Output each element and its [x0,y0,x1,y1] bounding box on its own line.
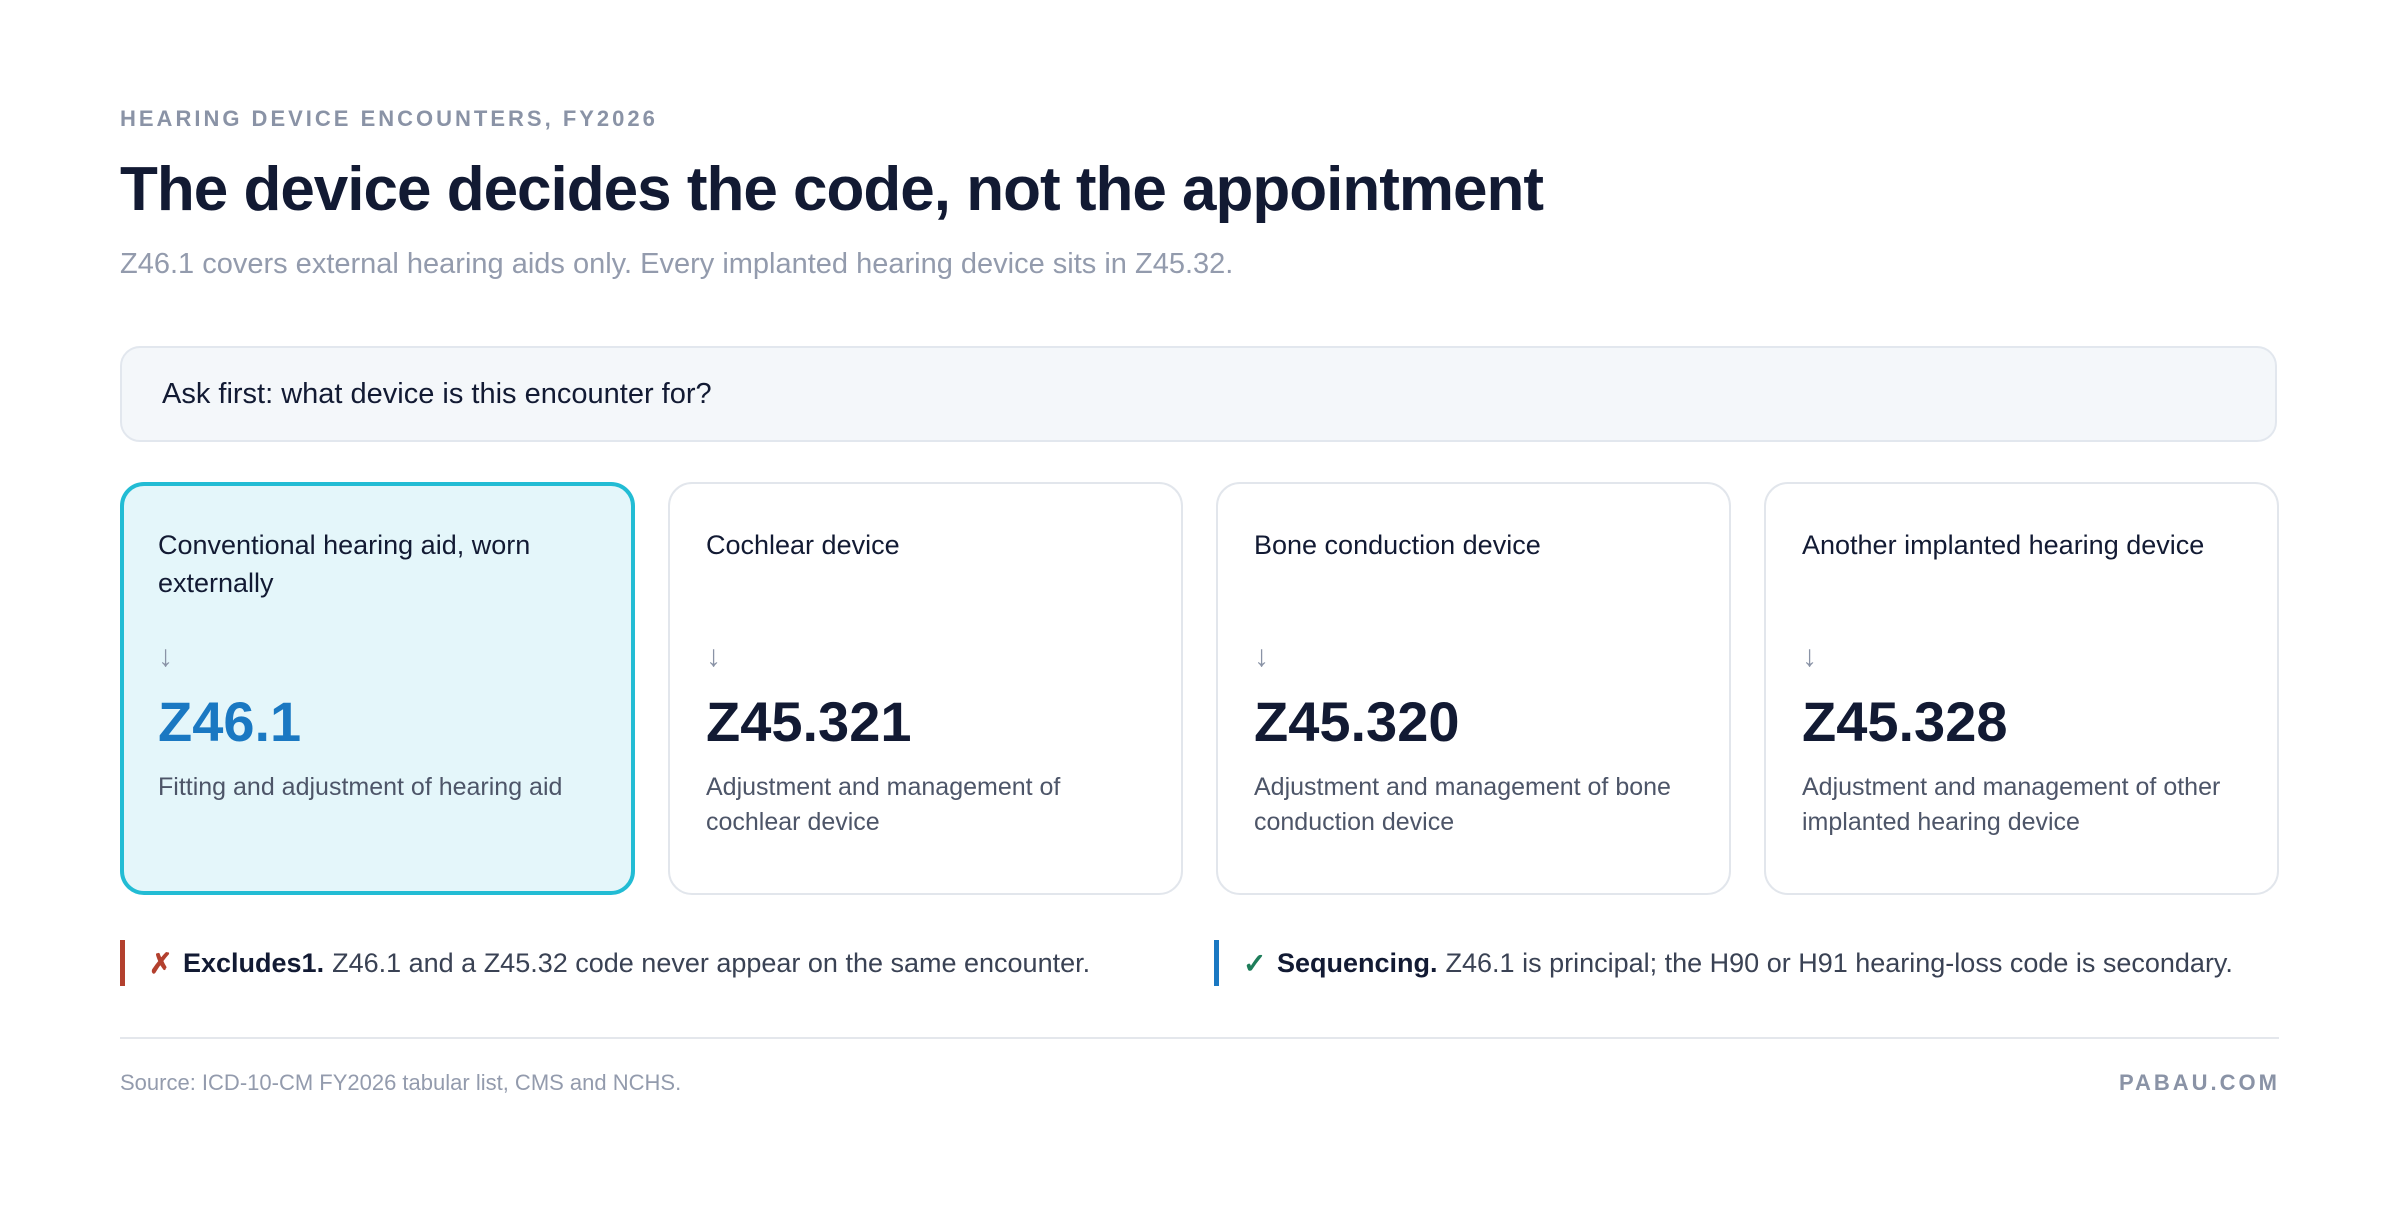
cross-icon: ✗ [149,947,173,979]
card-code: Z45.320 [1254,690,1460,753]
question-box: Ask first: what device is this encounter… [120,346,2277,442]
card-description: Adjustment and management of other impla… [1802,773,2221,836]
code-card: Conventional hearing aid, worn externall… [120,482,635,895]
card-description: Adjustment and management of cochlear de… [706,773,1061,836]
card-label: Another implanted hearing device [1802,530,2205,560]
code-card: Cochlear device ↓ Z45.321 Adjustment and ma… [668,482,1183,895]
question: Ask first: what device is this encounter… [162,377,712,410]
brand: PABAU.COM [2118,1070,2280,1095]
card-label: Cochlear device [706,530,900,560]
eyebrow: HEARING DEVICE ENCOUNTERS, FY2026 [120,106,658,131]
card-label: Conventional hearing aid, worn externall… [158,530,531,598]
card-description: Adjustment and management of bone conduc… [1254,773,1671,836]
note-text: Z46.1 and a Z45.32 code never appear on … [332,947,1091,978]
note: ✗ Excludes1. Z46.1 and a Z45.32 code nev… [120,940,1090,986]
title: The device decides the code, not the app… [120,155,1544,224]
code-card: Bone conduction device ↓ Z45.320 Adjustment… [1216,482,1731,895]
note-lead: Sequencing. [1277,947,1438,978]
note-text: Z46.1 is principal; the H90 or H91 heari… [1445,947,2233,978]
check-icon: ✓ [1243,947,1267,979]
divider [120,1037,2279,1039]
card-code: Z45.328 [1802,690,2008,753]
arrow-icon: ↓ [706,640,721,673]
source: Source: ICD-10-CM FY2026 tabular list, C… [120,1070,682,1095]
arrow-icon: ↓ [158,640,173,673]
note-lead: Excludes1. [183,947,325,978]
code-card: Another implanted hearing device ↓ Z45.328… [1764,482,2279,895]
card-code: Z46.1 [158,690,302,753]
card-code: Z45.321 [706,690,912,753]
arrow-icon: ↓ [1254,640,1269,673]
arrow-icon: ↓ [1802,640,1817,673]
card-label: Bone conduction device [1254,530,1541,560]
card-description: Fitting and adjustment of hearing aid [158,773,563,801]
card-row: Conventional hearing aid, worn externall… [120,482,2279,895]
subtitle: Z46.1 covers external hearing aids only.… [120,248,1234,280]
note: ✓ Sequencing. Z46.1 is principal; the H9… [1214,940,2233,986]
